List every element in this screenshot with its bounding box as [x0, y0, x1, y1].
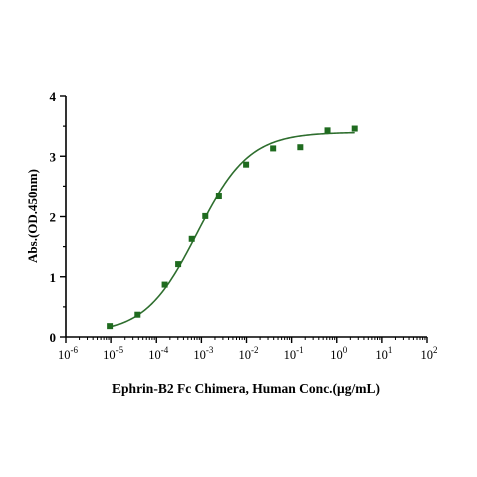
data-point [188, 235, 195, 242]
fit-curve [109, 131, 355, 328]
x-tick-label: 10-2 [239, 345, 259, 362]
x-tick-label: 102 [421, 345, 438, 362]
data-point [161, 281, 168, 288]
data-point [324, 127, 331, 134]
y-tick-label: 2 [50, 210, 57, 225]
x-tick-label: 10-6 [58, 345, 78, 362]
x-tick-label: 10-3 [193, 345, 213, 362]
y-ticks: 0 1 2 3 4 [50, 89, 66, 345]
data-point [215, 193, 222, 200]
data-point [243, 161, 250, 168]
x-tick-label: 100 [330, 345, 348, 362]
data-points [107, 125, 358, 330]
y-axis-label: Abs.(OD.450nm) [25, 169, 40, 263]
y-tick-label: 0 [50, 330, 57, 345]
y-tick-label: 4 [50, 89, 57, 104]
data-point [134, 311, 141, 318]
data-point [107, 323, 114, 330]
y-tick-label: 1 [50, 270, 57, 285]
axes [65, 96, 427, 338]
data-point [297, 144, 304, 151]
x-tick-label: 10-5 [103, 345, 123, 362]
data-point [202, 212, 209, 219]
data-point [270, 145, 277, 152]
data-point [351, 125, 358, 132]
y-tick-label: 3 [50, 149, 57, 164]
x-axis-label: Ephrin-B2 Fc Chimera, Human Conc.(μg/mL) [112, 381, 380, 396]
data-point [175, 261, 182, 268]
x-tick-label: 101 [375, 345, 392, 362]
x-tick-label: 10-4 [148, 345, 168, 362]
x-ticks: 10-6 10-5 10-4 10-3 10-2 10-1 100 101 102 [58, 337, 438, 362]
x-tick-label: 10-1 [284, 345, 304, 362]
